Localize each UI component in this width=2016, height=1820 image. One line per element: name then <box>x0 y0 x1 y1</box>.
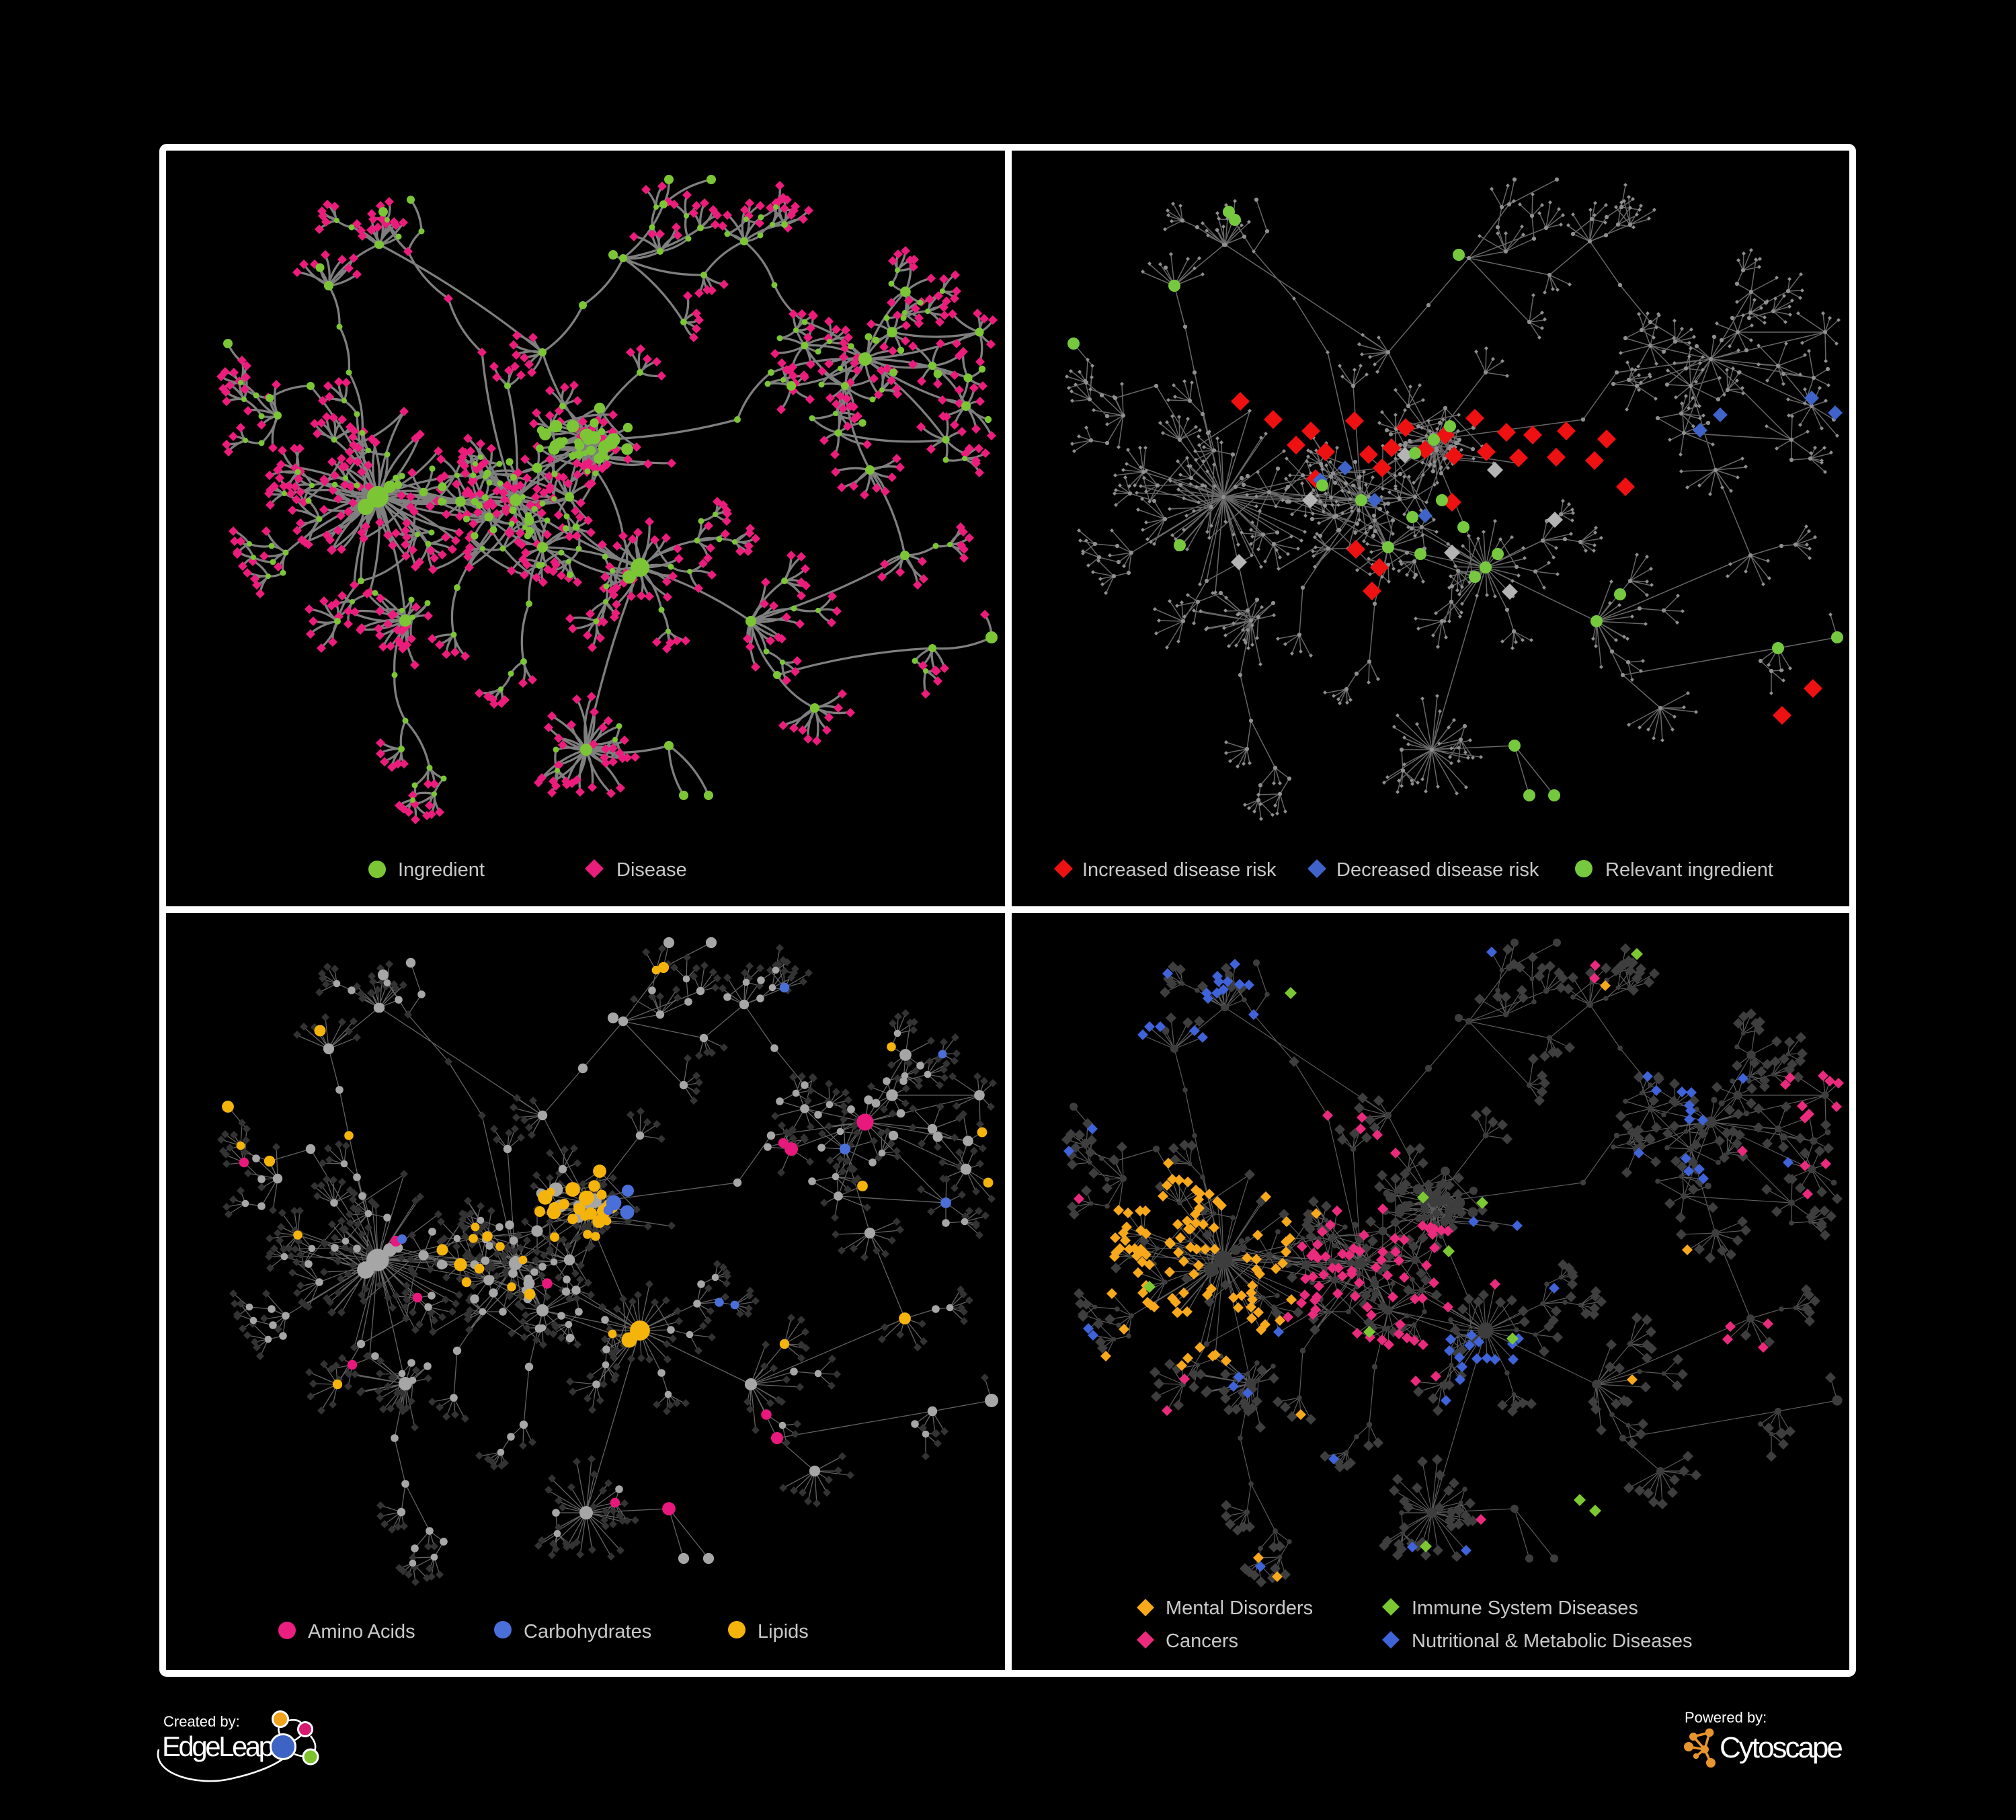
svg-text:Relevant ingredient: Relevant ingredient <box>1605 859 1773 881</box>
svg-text:Disease: Disease <box>616 859 687 881</box>
svg-text:Carbohydrates: Carbohydrates <box>524 1621 651 1643</box>
svg-text:EdgeLeap: EdgeLeap <box>162 1731 274 1762</box>
svg-text:Created by:: Created by: <box>163 1713 240 1730</box>
svg-text:Mental Disorders: Mental Disorders <box>1166 1597 1313 1619</box>
svg-text:Lipids: Lipids <box>758 1621 809 1643</box>
svg-text:Cytoscape: Cytoscape <box>1720 1731 1842 1764</box>
svg-text:Immune System Diseases: Immune System Diseases <box>1412 1597 1638 1619</box>
svg-text:Decreased disease risk: Decreased disease risk <box>1336 859 1539 881</box>
svg-text:Cancers: Cancers <box>1166 1630 1238 1652</box>
svg-text:Increased disease risk: Increased disease risk <box>1082 859 1277 881</box>
svg-text:Powered by:: Powered by: <box>1685 1709 1767 1726</box>
svg-text:Amino Acids: Amino Acids <box>308 1621 415 1643</box>
svg-text:Ingredient: Ingredient <box>398 859 485 881</box>
svg-text:Nutritional & Metabolic Diseas: Nutritional & Metabolic Diseases <box>1412 1630 1692 1652</box>
